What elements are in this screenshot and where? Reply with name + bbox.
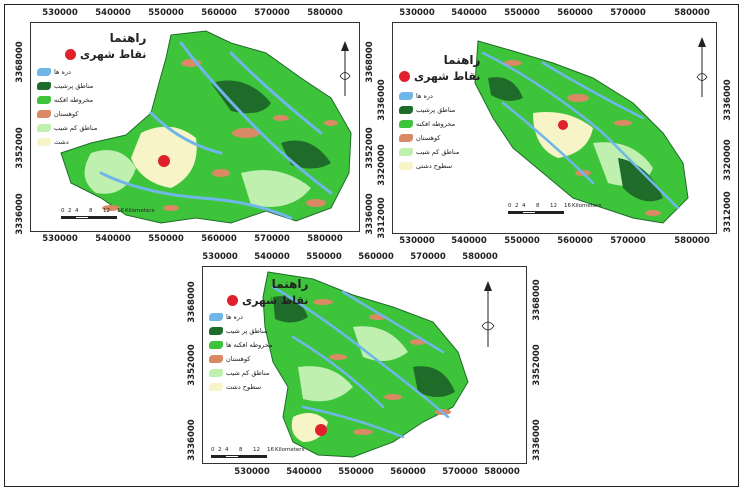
valley-swatch-icon — [209, 312, 223, 321]
y-tick: 3336000 — [365, 193, 375, 235]
low-slope-swatch-icon — [37, 123, 51, 132]
steep-zone — [488, 77, 523, 101]
north-arrow-icon — [481, 281, 495, 347]
mountain-swatch-icon — [209, 354, 223, 363]
steep-zone — [413, 366, 455, 397]
plain-swatch-icon — [399, 161, 413, 170]
legend-item: کوهستان — [226, 354, 251, 363]
steep-swatch-icon — [37, 81, 51, 90]
y-tick: 3320000 — [723, 139, 733, 181]
north-arrow-icon — [696, 37, 708, 97]
plain-swatch-icon — [37, 137, 51, 146]
y-tick: 3368000 — [532, 279, 542, 321]
mountain-patches — [504, 60, 661, 216]
steep-zone — [273, 296, 308, 323]
low-slope-swatch-icon — [209, 368, 223, 377]
city-dot-icon — [399, 71, 410, 82]
fan-swatch-icon — [209, 340, 223, 349]
y-tick: 3352000 — [532, 344, 542, 386]
legend-item: مناطق کم شیب — [54, 123, 98, 132]
valley-lines — [271, 285, 450, 439]
legend-item: مخروطه افکنه ها — [226, 340, 273, 349]
landform-map-3 — [262, 271, 469, 458]
y-tick: 3312000 — [377, 197, 387, 239]
north-arrow-icon — [339, 41, 351, 96]
legend-item: مخروطه افکنه — [416, 119, 456, 128]
y-tick: 3352000 — [365, 127, 375, 169]
city-point — [315, 424, 327, 436]
legend-title: راهنما — [443, 53, 481, 67]
legend-item: دره ها — [54, 67, 71, 76]
y-tick: 3336000 — [723, 79, 733, 121]
legend-item: مناطق کم شیب — [226, 368, 270, 377]
map-region — [262, 271, 469, 458]
plain-zone — [533, 112, 593, 158]
legend-item: دره ها — [226, 312, 243, 321]
legend-city-label: نقاط شهری — [414, 70, 481, 83]
y-tick: 3312000 — [723, 191, 733, 233]
legend-item: کوهستان — [416, 133, 441, 142]
city-point — [558, 120, 568, 130]
map-panel-2: راهنما نقاط شهری دره ها مناطق پرشیب مخرو… — [392, 22, 717, 234]
y-tick: 3336000 — [532, 419, 542, 461]
y-tick: 3352000 — [187, 344, 197, 386]
y-tick: 3368000 — [15, 41, 25, 83]
legend-item: سطوح دشت — [226, 382, 262, 391]
legend-item: دشت — [54, 137, 69, 146]
y-tick: 3368000 — [187, 281, 197, 323]
valley-lines — [99, 41, 333, 220]
low-slope-zone — [241, 170, 311, 207]
steep-zone — [211, 80, 271, 114]
legend-item: سطوح دشتی — [416, 161, 453, 170]
y-tick: 3336000 — [377, 79, 387, 121]
map-panel-1: راهنما نقاط شهری دره ها مناطق پرشیب مخرو… — [30, 22, 360, 232]
legend-item: مناطق پرشیب — [54, 81, 94, 90]
legend-item: مناطق پر شیب — [226, 326, 268, 335]
landform-map-1 — [60, 30, 352, 224]
fan-swatch-icon — [399, 119, 413, 128]
valley-swatch-icon — [399, 91, 413, 100]
steep-swatch-icon — [399, 105, 413, 114]
city-point — [158, 155, 170, 167]
steep-zone — [618, 158, 663, 202]
y-tick: 3336000 — [187, 419, 197, 461]
steep-swatch-icon — [209, 326, 223, 335]
fan-swatch-icon — [37, 95, 51, 104]
y-tick: 3336000 — [15, 193, 25, 235]
city-dot-icon — [65, 49, 76, 60]
legend-item: مناطق پرشیب — [416, 105, 456, 114]
legend-city-label: نقاط شهری — [242, 294, 309, 307]
plain-swatch-icon — [209, 382, 223, 391]
map-panel-3: راهنما نقاط شهری دره ها مناطق پر شیب مخر… — [202, 266, 527, 464]
low-slope-swatch-icon — [399, 147, 413, 156]
y-tick: 3352000 — [15, 127, 25, 169]
landform-map-2 — [474, 40, 689, 224]
y-tick: 3368000 — [365, 41, 375, 83]
legend-item: کوهستان — [54, 109, 79, 118]
y-tick: 3320000 — [377, 144, 387, 186]
low-slope-zone — [298, 366, 353, 402]
city-dot-icon — [227, 295, 238, 306]
valley-swatch-icon — [37, 67, 51, 76]
legend-item: مخروطه افکنه — [54, 95, 94, 104]
valley-lines — [481, 51, 680, 210]
mountain-patches — [102, 59, 338, 211]
mountain-swatch-icon — [399, 133, 413, 142]
mountain-swatch-icon — [37, 109, 51, 118]
legend-item: مناطق کم شیب — [416, 147, 460, 156]
legend-title: راهنما — [109, 31, 147, 45]
legend-3: راهنما نقاط شهری دره ها مناطق پر شیب مخر… — [209, 277, 308, 393]
legend-city-label: نقاط شهری — [80, 48, 147, 61]
legend-2: راهنما نقاط شهری دره ها مناطق پرشیب مخرو… — [399, 53, 480, 172]
legend-1: راهنما نقاط شهری دره ها مناطق پرشیب مخرو… — [37, 31, 146, 148]
legend-item: دره ها — [416, 91, 433, 100]
legend-title: راهنما — [271, 277, 309, 291]
